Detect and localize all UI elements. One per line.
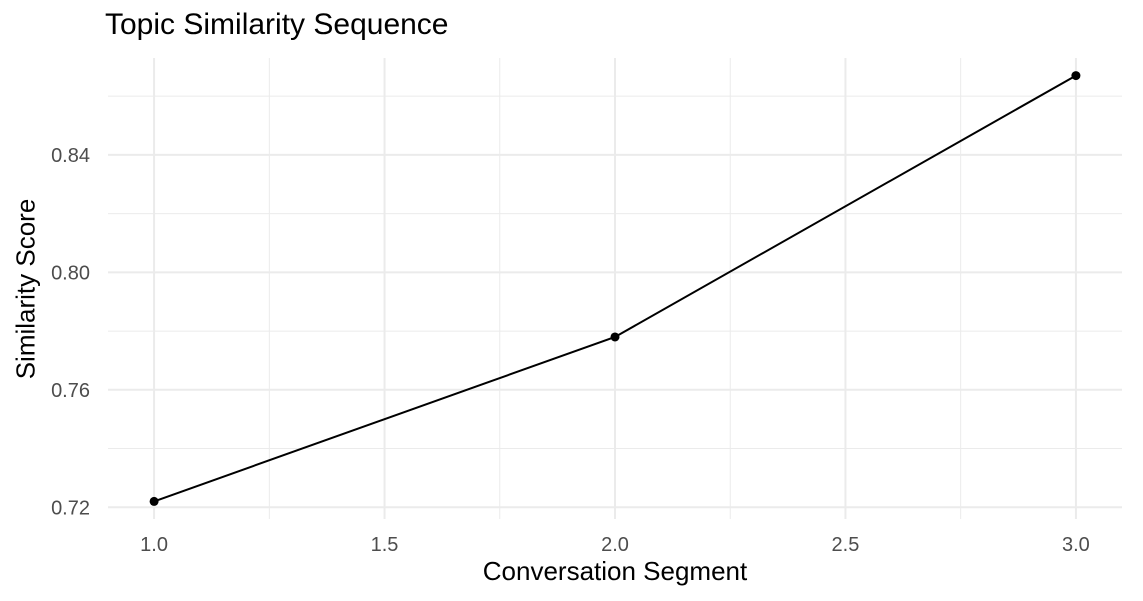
chart-title: Topic Similarity Sequence bbox=[105, 8, 449, 41]
data-point bbox=[149, 496, 159, 506]
x-tick-label: 1.5 bbox=[371, 534, 399, 556]
x-tick-label: 1.0 bbox=[140, 534, 168, 556]
data-point bbox=[610, 332, 620, 342]
data-point bbox=[1071, 71, 1081, 81]
x-axis-label: Conversation Segment bbox=[482, 556, 748, 586]
x-tick-label: 2.0 bbox=[601, 534, 629, 556]
y-tick-label: 0.72 bbox=[51, 497, 90, 519]
x-tick-label: 3.0 bbox=[1062, 534, 1090, 556]
y-tick-label: 0.80 bbox=[51, 262, 90, 284]
y-axis-label: Similarity Score bbox=[10, 198, 41, 380]
y-tick-label: 0.84 bbox=[51, 145, 90, 167]
x-tick-label: 2.5 bbox=[832, 534, 860, 556]
y-tick-label: 0.76 bbox=[51, 380, 90, 402]
